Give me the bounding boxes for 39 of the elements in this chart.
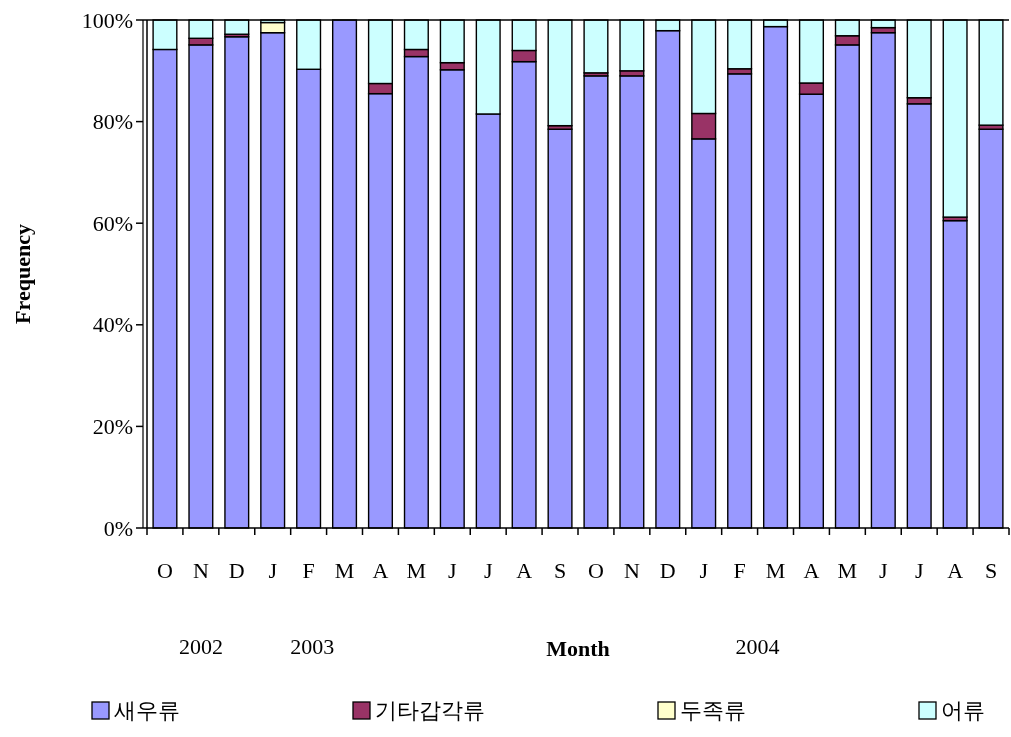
- x-tick-label: F: [302, 558, 315, 583]
- x-tick-label: S: [984, 558, 998, 583]
- x-tick-label: D: [228, 558, 245, 583]
- x-tick-label: A: [372, 558, 389, 583]
- y-tick-label: 60%: [92, 210, 133, 236]
- x-tick-label: N: [192, 558, 209, 583]
- text: 2004: [735, 634, 780, 659]
- y-tick-label: 100%: [81, 7, 133, 33]
- x-tick-label: N: [623, 558, 640, 583]
- x-tick-label: S: [553, 558, 567, 583]
- x-tick-label: J: [448, 558, 458, 583]
- x-tick-label: F: [733, 558, 746, 583]
- x-tick-label: O: [588, 558, 604, 583]
- legend-label: 어류: [941, 698, 985, 723]
- legend-label: 기타갑각류: [375, 698, 485, 723]
- legend-label: 두족류: [680, 698, 746, 723]
- y-tick-label: 20%: [92, 413, 133, 439]
- x-tick-label: J: [268, 558, 278, 583]
- x-tick-label: M: [837, 558, 858, 583]
- x-tick-label: A: [947, 558, 964, 583]
- x-tick-label: O: [157, 558, 173, 583]
- y-tick-label: 40%: [92, 312, 133, 338]
- x-tick-label: M: [765, 558, 786, 583]
- x-tick-label: A: [803, 558, 820, 583]
- y-tick-label: 0%: [103, 515, 133, 541]
- y-axis-title: Frequency: [10, 224, 35, 324]
- x-tick-label: D: [659, 558, 676, 583]
- x-tick-label: A: [516, 558, 533, 583]
- x-tick-label: M: [334, 558, 355, 583]
- y-tick-label: 80%: [92, 109, 133, 135]
- x-tick-label: J: [483, 558, 493, 583]
- x-tick-label: M: [406, 558, 427, 583]
- x-tick-label: J: [879, 558, 889, 583]
- legend-label: 새우류: [114, 698, 180, 723]
- x-tick-label: J: [914, 558, 924, 583]
- text: 2003: [290, 634, 335, 659]
- x-axis-title: Month: [546, 636, 610, 661]
- x-tick-label: J: [699, 558, 709, 583]
- text: 2002: [178, 634, 223, 659]
